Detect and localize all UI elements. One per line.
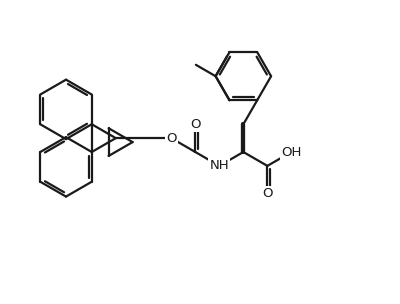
Text: O: O — [166, 132, 176, 145]
Text: O: O — [262, 187, 273, 200]
Text: O: O — [190, 118, 200, 131]
Text: OH: OH — [281, 146, 302, 158]
Text: NH: NH — [210, 159, 229, 172]
